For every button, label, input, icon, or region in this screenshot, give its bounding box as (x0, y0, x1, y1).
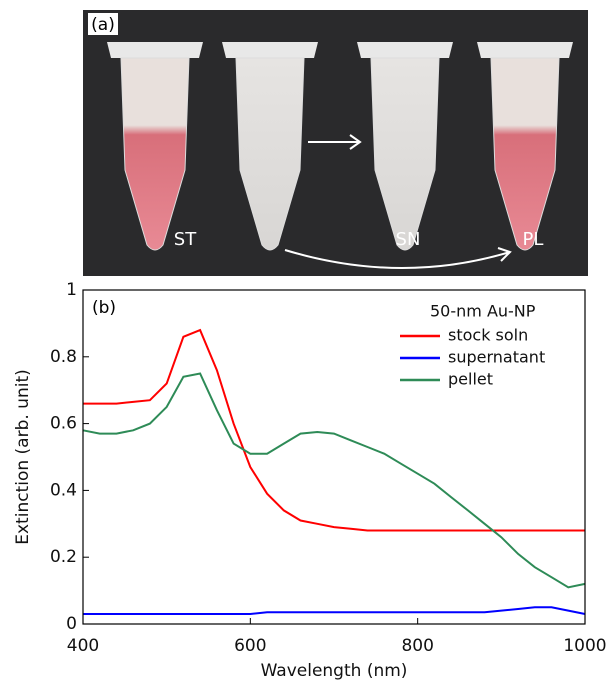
chart: (b) Wavelength (nm) Extinction (arb. uni… (13, 280, 607, 681)
legend-title: 50-nm Au-NP (430, 302, 536, 321)
x-tick-label: 800 (401, 636, 433, 656)
legend-label: stock soln (448, 326, 528, 345)
x-axis-label: Wavelength (nm) (261, 661, 408, 681)
panel-label: (b) (92, 298, 116, 318)
photo: (a) ST SN PL (83, 10, 588, 276)
y-tick-label: 0.6 (50, 414, 77, 434)
legend-label: pellet (448, 370, 493, 389)
arrow (308, 134, 362, 150)
arrow (284, 247, 512, 269)
y-tick-label: 1 (66, 280, 77, 300)
tube-label: PL (523, 229, 544, 250)
tube (107, 42, 203, 251)
tube (477, 42, 573, 251)
plot-frame (82, 289, 586, 625)
tube-label: SN (396, 229, 421, 250)
series-line (83, 328, 585, 532)
tube (222, 42, 318, 251)
y-tick-label: 0 (66, 614, 77, 634)
label-box (88, 13, 118, 35)
tube-label: ST (174, 229, 197, 250)
x-tick-label: 1000 (563, 636, 606, 656)
y-axis-label: Extinction (arb. unit) (13, 369, 33, 545)
y-tick-label: 0.4 (50, 480, 77, 500)
x-tick-label: 400 (67, 636, 99, 656)
y-tick-label: 0.2 (50, 547, 77, 567)
legend-label: supernatant (448, 348, 545, 367)
x-tick-label: 600 (234, 636, 266, 656)
panel-label: (a) (91, 15, 115, 35)
series-line (82, 372, 586, 589)
series-line (83, 606, 586, 615)
tube (357, 42, 453, 251)
y-tick-label: 0.8 (50, 347, 77, 367)
